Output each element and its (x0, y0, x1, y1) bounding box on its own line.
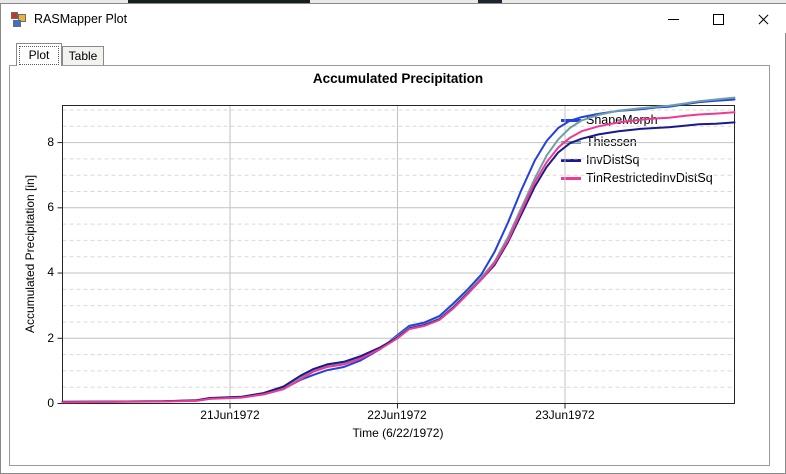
legend-swatch-shapemorph (561, 118, 581, 122)
legend-swatch-tinrestrictedinvdistsq (561, 176, 581, 180)
legend-swatch-invdistsq (561, 158, 581, 162)
x-tick-label-21jun: 21Jun1972 (200, 408, 260, 422)
y-tick-label-8: 8 (47, 135, 54, 149)
legend-item-shapemorph: ShapeMorph (561, 112, 658, 128)
legend-label-tinrestrictedinvdistsq: TinRestrictedInvDistSq (586, 171, 713, 185)
x-axis-title: Time (6/22/1972) (352, 426, 444, 440)
x-tick-label-23jun: 23Jun1972 (535, 408, 595, 422)
y-tick-label-0: 0 (47, 396, 54, 410)
maximize-button[interactable] (696, 4, 741, 33)
window-title: RASMapper Plot (34, 12, 128, 26)
tab-plot[interactable]: Plot (16, 43, 62, 66)
app-icon (11, 11, 27, 27)
tab-table[interactable]: Table (62, 46, 104, 65)
minimize-icon (668, 19, 679, 20)
close-button[interactable] (741, 4, 786, 33)
legend-swatch-thiessen (561, 140, 581, 144)
legend-label-shapemorph: ShapeMorph (586, 113, 658, 127)
desktop-artifact (128, 0, 310, 3)
legend-item-tinrestrictedinvdistsq: TinRestrictedInvDistSq (561, 170, 713, 186)
minimize-button[interactable] (651, 4, 696, 33)
titlebar[interactable]: RASMapper Plot (1, 4, 786, 34)
tab-plot-label: Plot (19, 46, 59, 65)
legend-item-invdistsq: InvDistSq (561, 152, 640, 168)
x-tick-label-22jun: 22Jun1972 (367, 408, 427, 422)
legend-label-thiessen: Thiessen (586, 135, 637, 149)
legend-item-thiessen: Thiessen (561, 134, 637, 150)
y-tick-label-6: 6 (47, 200, 54, 214)
chart-title: Accumulated Precipitation (312, 71, 484, 86)
legend-label-invdistsq: InvDistSq (586, 153, 640, 167)
tab-table-label: Table (68, 49, 98, 63)
y-tick-label-4: 4 (47, 265, 54, 279)
y-tick-label-2: 2 (47, 331, 54, 345)
desktop-artifact (478, 0, 502, 3)
maximize-icon (713, 14, 724, 25)
